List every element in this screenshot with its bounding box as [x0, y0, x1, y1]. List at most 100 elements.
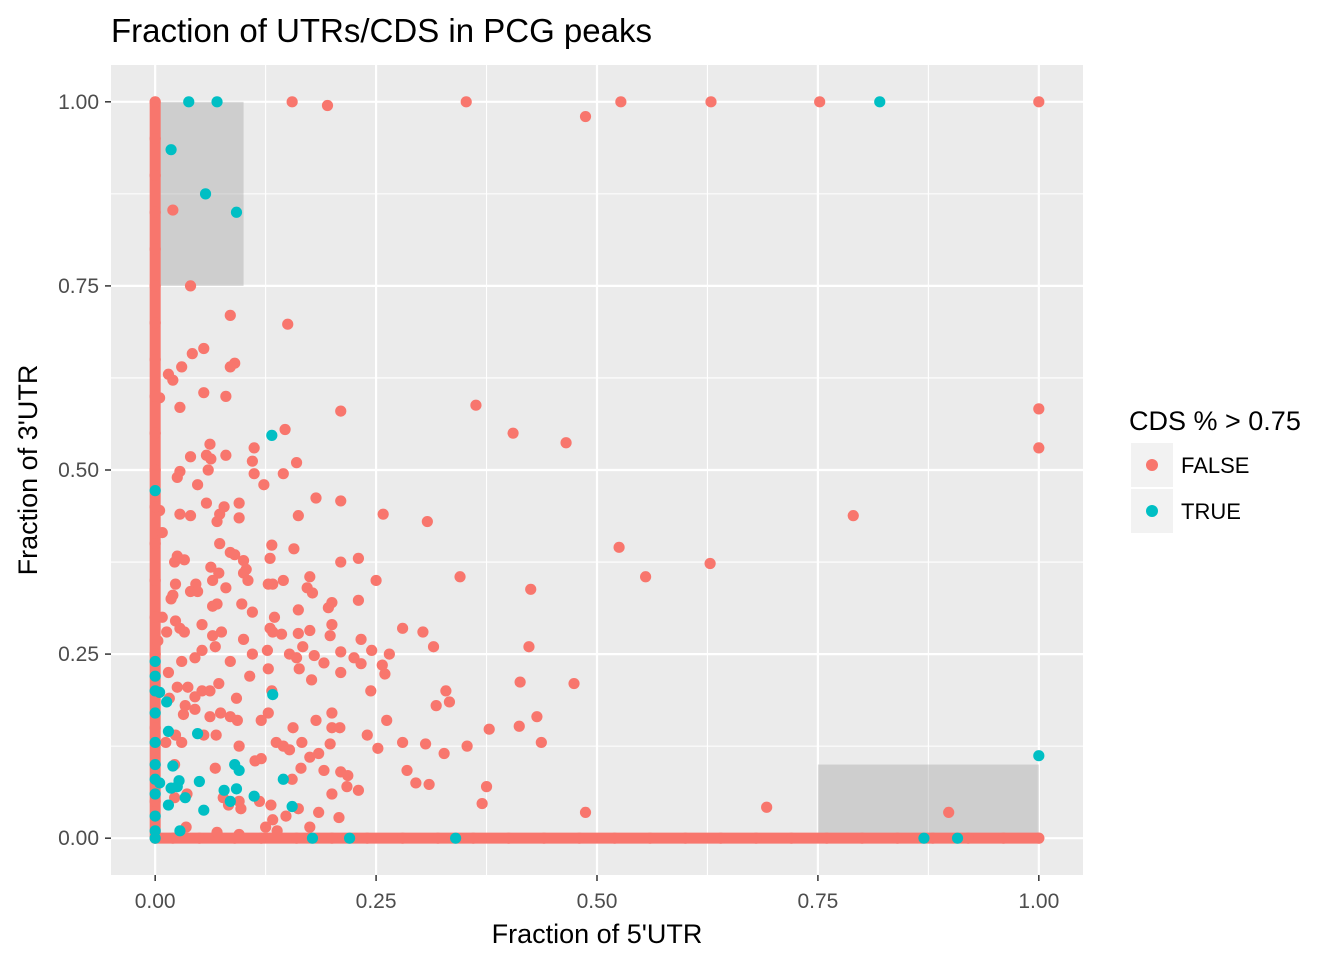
data-point-false: [352, 594, 365, 606]
data-point-false: [927, 832, 939, 844]
data-point-false: [679, 832, 691, 844]
data-point-false: [324, 738, 336, 750]
data-point-true: [267, 688, 279, 701]
data-point-false: [205, 561, 217, 573]
data-point-true: [1033, 750, 1045, 762]
data-point-true: [874, 96, 886, 108]
highlight-region: [817, 764, 1039, 839]
data-point-true: [162, 799, 175, 811]
data-point-false: [174, 401, 186, 414]
data-point-false: [189, 691, 201, 703]
data-point-false: [640, 571, 652, 583]
data-point-false: [381, 714, 393, 726]
data-point-false: [213, 567, 225, 579]
data-point-true: [199, 188, 212, 200]
data-point-false: [292, 510, 304, 522]
data-point-false: [189, 703, 201, 715]
data-point-false: [233, 497, 245, 509]
data-point-true: [149, 485, 161, 497]
data-point-false: [609, 832, 621, 844]
data-point-false: [211, 826, 223, 838]
data-point-true: [149, 670, 161, 682]
data-point-false: [355, 658, 367, 670]
data-point-false: [750, 832, 762, 844]
data-point-false: [209, 641, 221, 653]
data-point-false: [167, 204, 179, 216]
data-point-false: [352, 552, 365, 564]
data-point-false: [264, 552, 276, 564]
data-point-false: [230, 692, 243, 704]
data-point-false: [149, 427, 161, 439]
data-point-false: [161, 626, 173, 638]
data-point-false: [198, 342, 210, 355]
data-point-true: [154, 777, 166, 789]
data-point-false: [313, 747, 325, 760]
data-point-false: [891, 832, 904, 844]
data-point-false: [297, 641, 309, 653]
data-point-false: [366, 644, 378, 657]
data-point-false: [149, 353, 161, 366]
data-point-false: [335, 646, 347, 658]
data-point-false: [365, 685, 377, 697]
data-point-false: [262, 707, 274, 719]
x-tick-label: 1.00: [1018, 890, 1059, 913]
data-point-false: [229, 549, 241, 561]
data-point-false: [200, 497, 213, 509]
data-point-false: [262, 663, 274, 675]
data-point-true: [191, 728, 204, 740]
data-point-false: [352, 784, 365, 796]
data-point-false: [290, 832, 303, 844]
data-point-true: [918, 832, 930, 844]
data-point-true: [149, 736, 161, 749]
data-point-true: [149, 758, 161, 771]
data-point-true: [277, 773, 289, 785]
data-point-false: [306, 587, 319, 599]
y-axis-title: Fraction of 3'UTR: [13, 365, 43, 576]
data-point-false: [443, 696, 456, 708]
data-point-false: [184, 451, 197, 463]
data-point-false: [220, 449, 232, 461]
data-point-false: [503, 832, 515, 844]
data-point-false: [248, 442, 260, 454]
data-point-false: [379, 668, 391, 680]
data-point-false: [326, 832, 338, 844]
data-point-false: [292, 604, 304, 616]
data-point-true: [171, 781, 183, 793]
data-point-false: [196, 619, 208, 631]
data-point-false: [335, 405, 347, 417]
data-point-false: [1033, 403, 1045, 415]
data-point-false: [171, 681, 183, 693]
y-tick-label: 0.50: [58, 459, 99, 482]
x-axis-title: Fraction of 5'UTR: [492, 919, 703, 949]
data-point-false: [715, 832, 727, 844]
data-point-false: [149, 280, 161, 292]
data-point-true: [230, 783, 243, 795]
data-point-true: [198, 804, 210, 816]
data-point-false: [248, 468, 260, 480]
data-point-false: [246, 648, 258, 660]
data-point-false: [293, 663, 305, 675]
data-point-false: [149, 206, 161, 218]
data-point-false: [191, 479, 204, 491]
data-point-false: [237, 633, 250, 645]
data-point-false: [334, 722, 346, 734]
data-point-false: [280, 810, 292, 822]
data-point-true: [174, 825, 186, 837]
data-point-false: [705, 96, 717, 108]
data-point-false: [165, 593, 177, 605]
data-point-false: [410, 777, 422, 789]
data-point-false: [430, 700, 442, 712]
data-point-false: [397, 622, 409, 634]
data-point-false: [149, 611, 161, 623]
y-tick-label: 0.00: [58, 827, 99, 850]
legend-key-point: [1146, 459, 1158, 471]
data-point-false: [149, 501, 161, 513]
data-point-false: [220, 582, 232, 594]
data-point-false: [288, 543, 300, 555]
data-point-false: [271, 825, 283, 837]
data-point-false: [514, 676, 526, 688]
legend-title: CDS % > 0.75: [1129, 406, 1301, 436]
data-point-false: [242, 574, 254, 587]
chart-title: Fraction of UTRs/CDS in PCG peaks: [111, 12, 652, 49]
data-point-false: [149, 133, 161, 145]
